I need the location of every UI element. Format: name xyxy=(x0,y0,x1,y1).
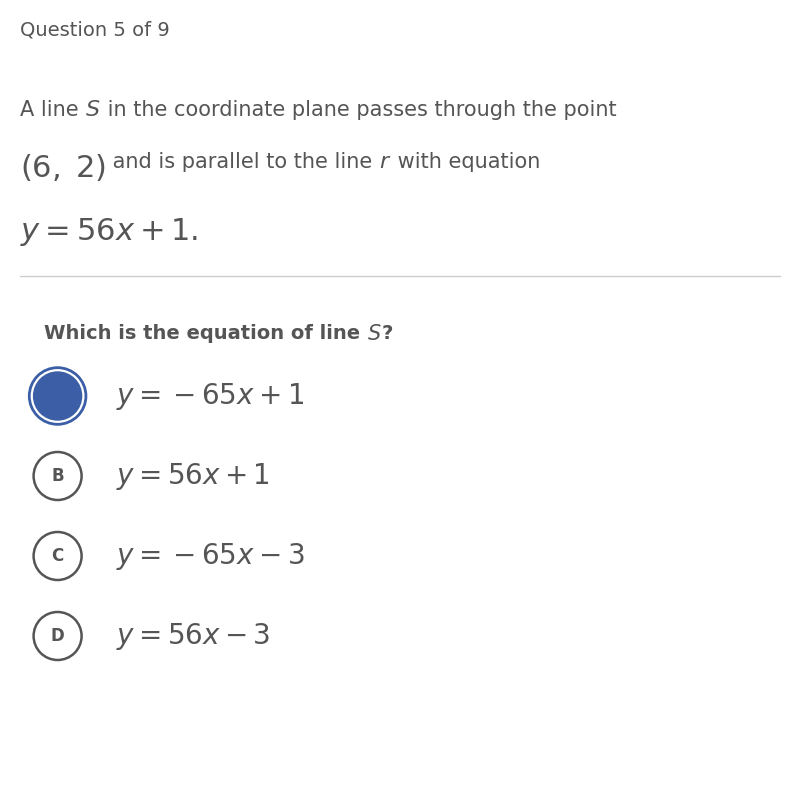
Text: $\mathit{r}$: $\mathit{r}$ xyxy=(378,152,391,172)
Text: $y = 56x + 1$: $y = 56x + 1$ xyxy=(116,461,270,491)
Text: A line: A line xyxy=(20,100,86,120)
Text: $y = 56x + 1$.: $y = 56x + 1$. xyxy=(20,216,198,248)
Text: B: B xyxy=(51,467,64,485)
Text: $\mathit{S}$: $\mathit{S}$ xyxy=(86,100,101,120)
Text: $y = -65x + 1$: $y = -65x + 1$ xyxy=(116,381,304,411)
Text: and is parallel to the line: and is parallel to the line xyxy=(106,152,378,172)
Text: $(6,\; 2)$: $(6,\; 2)$ xyxy=(20,152,106,183)
Text: Question 5 of 9: Question 5 of 9 xyxy=(20,20,170,39)
Circle shape xyxy=(34,372,82,420)
Text: D: D xyxy=(50,627,65,645)
Text: ?: ? xyxy=(382,324,393,343)
Text: in the coordinate plane passes through the point: in the coordinate plane passes through t… xyxy=(101,100,616,120)
Text: C: C xyxy=(51,547,64,565)
Text: $y = -65x - 3$: $y = -65x - 3$ xyxy=(116,541,305,571)
Text: $y = 56x - 3$: $y = 56x - 3$ xyxy=(116,621,270,651)
Text: Which is the equation of line: Which is the equation of line xyxy=(44,324,367,343)
Text: with equation: with equation xyxy=(391,152,541,172)
Text: $\mathit{S}$: $\mathit{S}$ xyxy=(367,324,382,344)
